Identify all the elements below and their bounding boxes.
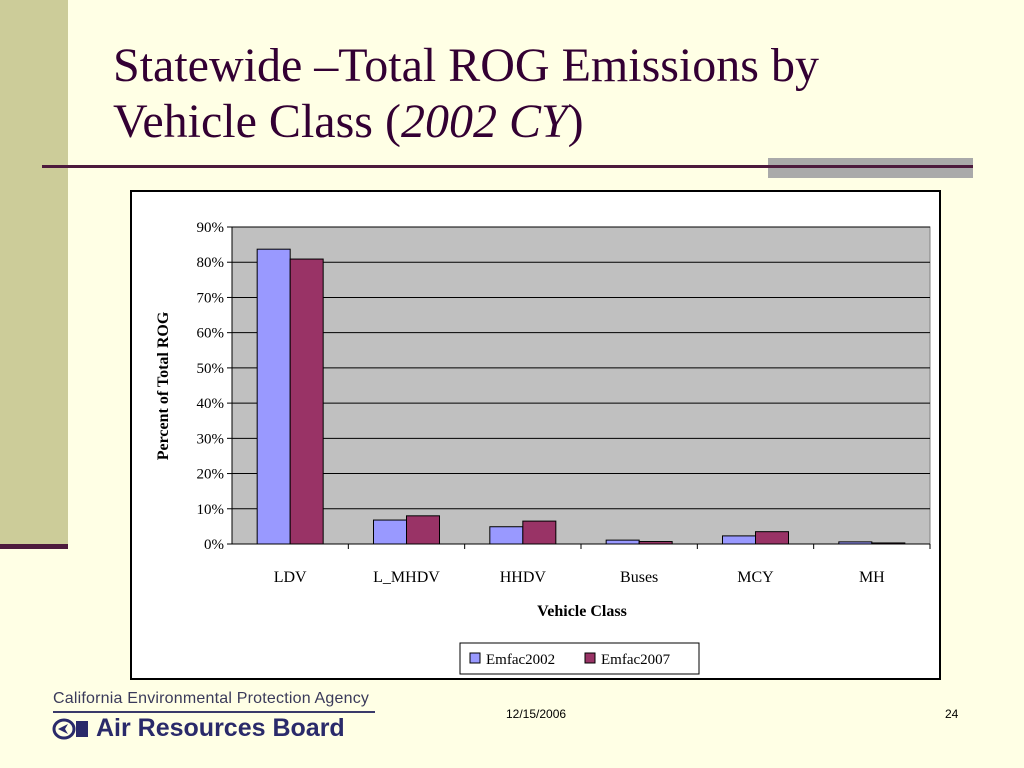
y-tick-label: 90% [197,220,225,236]
bar-emfac2002 [722,535,756,545]
bar-emfac2007 [755,531,789,545]
y-tick-label: 80% [197,255,225,271]
legend-label-emfac2002: Emfac2002 [486,652,555,668]
y-tick-label: 30% [197,431,225,447]
plot-area [231,226,931,545]
x-tick-label: LDV [274,569,307,586]
legend-swatch-emfac2002 [469,652,481,664]
arb-logo-icon [52,718,88,740]
y-tick-label: 60% [197,326,225,342]
title-line-2-italic: 2002 CY [400,95,568,148]
y-tick-label: 0% [204,537,224,553]
bar-emfac2007 [406,515,440,545]
side-band [0,0,68,546]
y-tick-label: 10% [197,502,225,518]
x-tick-label: MH [859,569,885,586]
y-tick-label: 70% [197,290,225,306]
x-tick-label: HHDV [500,569,547,586]
y-tick-label: 20% [197,467,225,483]
title-line-1: Statewide –Total ROG Emissions by [113,39,819,92]
y-tick-label: 50% [197,361,225,377]
accent-bar [768,158,973,178]
bar-emfac2007 [289,258,324,545]
legend-box [459,642,700,675]
legend-swatch-emfac2007 [584,652,596,664]
title-line-2-suffix: ) [567,95,584,148]
legend-label-emfac2007: Emfac2007 [601,652,671,668]
bar-emfac2002 [605,539,640,545]
x-tick-label: Buses [620,569,658,586]
bar-emfac2002 [256,248,291,545]
x-tick-label: MCY [737,569,774,586]
footer-date: 12/15/2006 [506,707,567,721]
x-axis-title: Vehicle Class [537,603,627,620]
bar-emfac2007 [638,541,673,545]
bar-emfac2002 [838,541,873,545]
bar-chart: 0% 10% 20% 30% 40% 50% 60% 70% 80% 90% LDV L_MHDV HH… [155,220,931,675]
bar-emfac2007 [871,542,906,545]
x-tick-label: L_MHDV [373,569,440,586]
side-rule [0,544,68,549]
title-line-2-prefix: Vehicle Class ( [113,95,401,148]
footer-agency-name: California Environmental Protection Agen… [53,690,370,707]
title-divider [42,165,770,168]
y-tick-label: 40% [197,396,225,412]
bar-emfac2002 [373,519,407,545]
slide-title: Statewide –Total ROG Emissions by Vehicl… [113,38,819,150]
bar-emfac2007 [522,520,557,545]
bar-emfac2002 [489,526,524,545]
slide-number: 24 [945,707,959,721]
footer-board-name: Air Resources Board [96,714,345,742]
footer-divider [53,711,375,713]
y-axis-title: Percent of Total ROG [155,311,172,460]
chart-container: 0% 10% 20% 30% 40% 50% 60% 70% 80% 90% LDV L_MHDV HH… [130,190,941,680]
